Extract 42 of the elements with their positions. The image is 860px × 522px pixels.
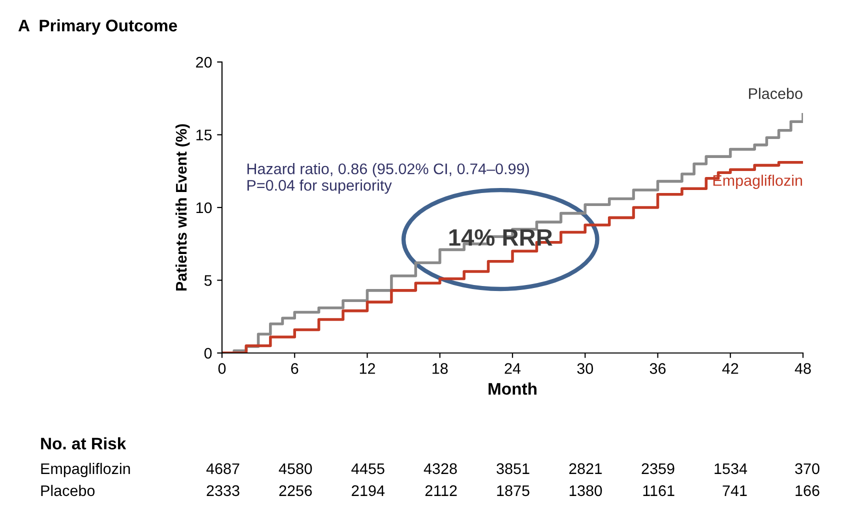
- series-label: Placebo: [749, 88, 802, 100]
- y-tick-label: 5: [204, 275, 212, 286]
- x-tick-label: 48: [794, 363, 811, 374]
- text: 1161: [643, 485, 674, 496]
- text: 4328: [424, 463, 457, 474]
- text: 2194: [352, 485, 385, 496]
- annotation: 14% RRR: [449, 229, 552, 246]
- annotation: Hazard ratio, 0.86 (95.02% CI, 0.74–0.99) P=0.04 for superiority: [247, 163, 529, 194]
- x-tick-label: 6: [291, 363, 298, 374]
- x-tick-label: 42: [722, 363, 738, 374]
- text: Empagliflozin: [41, 462, 130, 478]
- y-tick-label: 15: [196, 130, 212, 140]
- text: 4455: [351, 463, 384, 474]
- y-tick-label: 0: [204, 348, 212, 359]
- text: 2112: [425, 485, 457, 496]
- y-tick-label: 10: [196, 202, 212, 214]
- text: 2821: [569, 463, 602, 474]
- text: 2256: [279, 485, 312, 496]
- text: 4580: [278, 463, 312, 474]
- text: 2333: [206, 485, 240, 496]
- text: 166: [796, 485, 820, 496]
- text: 370: [795, 463, 820, 474]
- series-label: Empagliflozin: [713, 174, 802, 189]
- x-axis-title: Month: [488, 382, 536, 395]
- text: 741: [722, 485, 747, 496]
- x-tick-label: 12: [360, 363, 375, 374]
- y-axis-title: Patients with Event (%): [175, 124, 190, 291]
- text: 2359: [642, 463, 674, 474]
- x-tick-label: 0: [218, 363, 226, 374]
- text: 4687: [206, 463, 240, 474]
- text: No. at Risk: [41, 437, 126, 450]
- x-tick-label: 36: [650, 363, 666, 374]
- y-tick-label: 20: [196, 56, 212, 68]
- text: Placebo: [41, 484, 95, 496]
- text: 1534: [714, 463, 748, 474]
- x-tick-label: 30: [577, 363, 594, 374]
- text: 3851: [496, 463, 530, 474]
- text: 1875: [497, 485, 530, 496]
- text: 1380: [570, 485, 602, 496]
- x-tick-label: 18: [432, 363, 448, 374]
- x-tick-label: 24: [504, 363, 521, 374]
- chart-title: A Primary Outcome: [18, 19, 178, 35]
